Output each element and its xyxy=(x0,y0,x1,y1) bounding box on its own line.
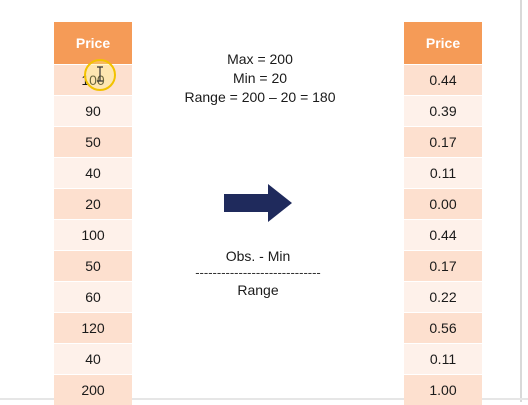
normalized-price-cell: 1.00 xyxy=(404,375,482,405)
arrow-right-icon xyxy=(224,184,292,222)
original-price-cell: 120 xyxy=(54,313,132,344)
normalized-price-cell: 0.17 xyxy=(404,251,482,282)
original-price-cell: 40 xyxy=(54,158,132,189)
normalized-price-cell: 0.17 xyxy=(404,127,482,158)
original-price-cell: 50 xyxy=(54,127,132,158)
original-price-header: Price xyxy=(54,22,132,65)
original-price-cell: 200 xyxy=(54,375,132,405)
normalized-price-table: Price 0.44 0.39 0.17 0.11 0.00 0.44 0.17… xyxy=(404,22,482,405)
text-cursor-icon xyxy=(96,66,104,82)
normalization-fraction: Obs. - Min -----------------------------… xyxy=(190,246,326,300)
original-price-cell: 20 xyxy=(54,189,132,220)
original-price-cell: 40 xyxy=(54,344,132,375)
fraction-divider: ----------------------------- xyxy=(190,266,326,280)
normalized-price-cell: 0.22 xyxy=(404,282,482,313)
normalized-price-cell: 0.11 xyxy=(404,158,482,189)
min-line: Min = 20 xyxy=(160,69,360,88)
min-max-formula: Max = 200 Min = 20 Range = 200 – 20 = 18… xyxy=(160,50,360,107)
normalized-price-cell: 0.39 xyxy=(404,96,482,127)
fraction-denominator: Range xyxy=(190,280,326,300)
original-price-cell: 90 xyxy=(54,96,132,127)
normalized-price-cell: 0.44 xyxy=(404,65,482,96)
normalized-price-cell: 0.44 xyxy=(404,220,482,251)
window-edge-divider xyxy=(520,0,522,402)
normalized-price-cell: 0.56 xyxy=(404,313,482,344)
original-price-cell: 50 xyxy=(54,251,132,282)
max-line: Max = 200 xyxy=(160,50,360,69)
original-price-cell: 60 xyxy=(54,282,132,313)
normalized-price-header: Price xyxy=(404,22,482,65)
original-price-cell: 100 xyxy=(54,220,132,251)
range-line: Range = 200 – 20 = 180 xyxy=(160,88,360,107)
normalized-price-cell: 0.00 xyxy=(404,189,482,220)
fraction-numerator: Obs. - Min xyxy=(190,246,326,266)
normalized-price-cell: 0.11 xyxy=(404,344,482,375)
